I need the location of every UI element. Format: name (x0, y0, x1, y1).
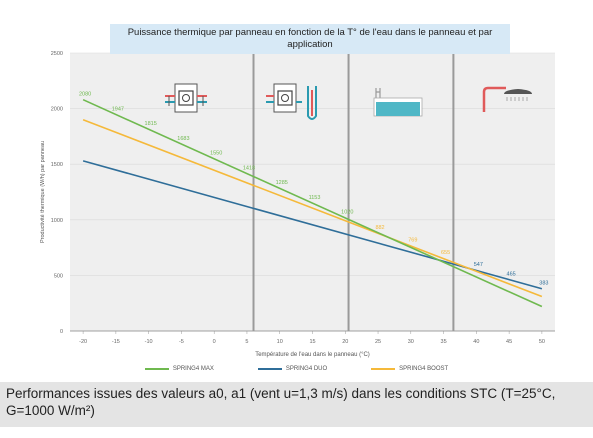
icon-part (506, 97, 528, 101)
x-tick-label: -15 (112, 339, 120, 345)
legend-label-boost: SPRING4 BOOST (399, 366, 449, 372)
x-tick-label: 20 (342, 339, 348, 345)
data-label-max: 1947 (112, 106, 124, 112)
x-tick-label: 15 (309, 339, 315, 345)
x-tick-label: 50 (539, 339, 545, 345)
x-tick-label: 30 (408, 339, 414, 345)
legend-label-duo: SPRING4 DUO (285, 366, 328, 372)
legend-swatch-duo (257, 368, 282, 370)
legend-swatch-boost (371, 368, 396, 370)
legend-item-boost: SPRING4 BOOST (371, 366, 448, 372)
x-axis-label: Température de l'eau dans le panneau (°C… (255, 352, 370, 358)
y-axis-label: Productivité thermique (W/h) par panneau (40, 141, 46, 243)
icon-part (504, 89, 532, 94)
icon-part (482, 86, 506, 112)
x-tick-label: 0 (213, 339, 216, 345)
icon-part (273, 83, 297, 113)
icon-part (178, 90, 194, 106)
x-tick-label: 25 (375, 339, 381, 345)
icon-part (307, 86, 317, 120)
x-tick-label: -20 (79, 339, 87, 345)
footnote: Performances issues des valeurs a0, a1 (… (0, 382, 593, 427)
legend-item-duo: SPRING4 DUO (257, 366, 328, 372)
x-tick-label: 35 (441, 339, 447, 345)
y-tick-label: 2000 (51, 107, 63, 113)
x-tick-label: 40 (473, 339, 479, 345)
storage-tank-coil-icon (266, 83, 317, 120)
heating-radiator-icon (165, 83, 207, 113)
icon-part (168, 96, 204, 106)
y-tick-label: 2500 (51, 51, 63, 57)
icon-part (281, 94, 289, 102)
data-label-max: 1285 (276, 180, 288, 186)
data-label-boost: 769 (408, 237, 417, 243)
data-label-max: 1020 (341, 210, 353, 216)
x-tick-label: -10 (145, 339, 153, 345)
data-label-boost: 655 (441, 250, 450, 256)
data-label-max: 1683 (177, 136, 189, 142)
data-label-duo: 383 (539, 280, 548, 286)
series-line-boost (82, 118, 543, 298)
icon-part (174, 83, 198, 113)
x-tick-label: -5 (179, 339, 184, 345)
icon-part (375, 88, 381, 98)
data-label-max: 1550 (210, 151, 222, 157)
icon-part (277, 90, 293, 106)
legend-swatch-max (144, 368, 169, 370)
legend-label-max: SPRING4 MAX (172, 366, 214, 372)
data-label-max: 2080 (79, 92, 91, 98)
y-tick-label: 1000 (51, 218, 63, 224)
x-tick-label: 45 (506, 339, 512, 345)
x-tick-label: 10 (277, 339, 283, 345)
data-label-duo: 465 (507, 271, 516, 277)
series-line-max (82, 98, 543, 308)
y-tick-label: 1500 (51, 162, 63, 168)
data-label-max: 1153 (309, 195, 321, 201)
shower-icon (482, 86, 532, 112)
legend-item-max: SPRING4 MAX (144, 366, 214, 372)
data-label-duo: 547 (474, 262, 483, 268)
data-label-boost: 882 (375, 225, 384, 231)
data-label-max: 1418 (243, 165, 255, 171)
x-tick-label: 5 (245, 339, 248, 345)
legend: SPRING4 MAX SPRING4 DUO SPRING4 BOOST (0, 363, 593, 375)
data-label-max: 1815 (145, 121, 157, 127)
icon-part (376, 102, 420, 116)
y-tick-label: 0 (60, 329, 63, 335)
icon-part (182, 94, 190, 102)
chart-title: Puissance thermique par panneau en fonct… (110, 24, 510, 54)
swimming-pool-icon (373, 88, 423, 117)
y-tick-label: 500 (54, 273, 63, 279)
